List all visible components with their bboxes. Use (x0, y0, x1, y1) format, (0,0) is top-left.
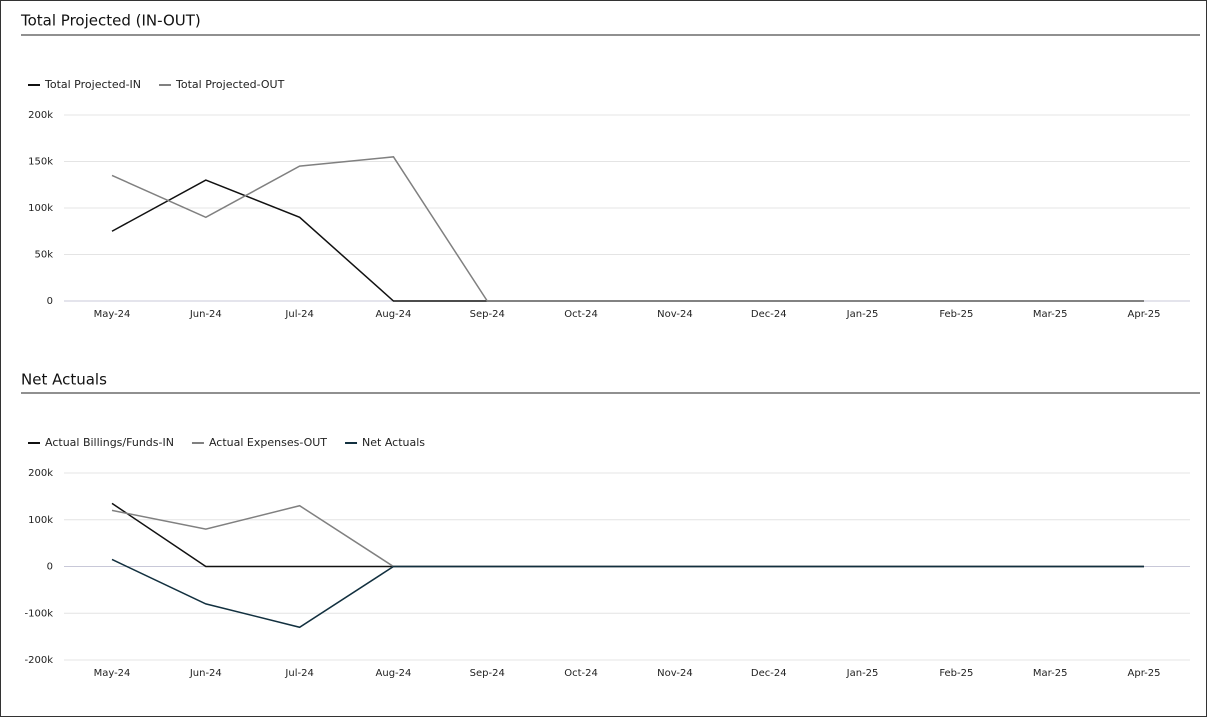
x-tick-label: Mar-25 (1033, 309, 1068, 320)
legend-label: Actual Billings/Funds-IN (45, 436, 174, 449)
x-tick-label: Feb-25 (939, 309, 973, 320)
legend-label: Total Projected-IN (44, 78, 141, 91)
x-tick-label: May-24 (94, 668, 131, 679)
x-tick-label: Nov-24 (657, 668, 693, 679)
x-tick-label: Jun-24 (189, 668, 222, 679)
x-tick-label: Apr-25 (1128, 668, 1161, 679)
x-tick-label: Jan-25 (846, 668, 879, 679)
y-tick-label: 100k (28, 203, 53, 214)
series-line (111, 504, 1144, 568)
y-tick-label: 150k (28, 157, 53, 168)
x-tick-label: Jul-24 (284, 668, 313, 679)
legend-label: Actual Expenses-OUT (209, 436, 327, 449)
y-tick-label: 200k (28, 468, 53, 479)
x-tick-label: Sep-24 (470, 668, 505, 679)
x-tick-label: Dec-24 (751, 309, 787, 320)
x-tick-label: Aug-24 (376, 309, 412, 320)
x-tick-label: Oct-24 (564, 309, 598, 320)
x-tick-label: Mar-25 (1033, 668, 1068, 679)
x-tick-label: Jun-24 (189, 309, 222, 320)
y-tick-label: 0 (47, 562, 53, 573)
x-tick-label: Apr-25 (1128, 309, 1161, 320)
legend-label: Net Actuals (362, 436, 425, 449)
y-tick-label: 200k (28, 110, 53, 121)
y-tick-label: -200k (25, 655, 54, 666)
x-tick-label: Nov-24 (657, 309, 693, 320)
y-tick-label: 0 (47, 296, 53, 307)
x-tick-label: Jan-25 (846, 309, 879, 320)
series-line (111, 156, 1144, 302)
x-tick-label: Aug-24 (376, 668, 412, 679)
y-tick-label: 100k (28, 515, 53, 526)
series-line (111, 502, 1144, 568)
chart-title: Net Actuals (21, 371, 107, 389)
y-tick-label: 50k (34, 250, 53, 261)
x-tick-label: Oct-24 (564, 668, 598, 679)
x-tick-label: Dec-24 (751, 668, 787, 679)
x-tick-label: Sep-24 (470, 309, 505, 320)
x-tick-label: Jul-24 (284, 309, 313, 320)
y-tick-label: -100k (25, 608, 54, 619)
series-line (111, 558, 1144, 629)
x-tick-label: May-24 (94, 309, 131, 320)
chart-title: Total Projected (IN-OUT) (20, 12, 201, 30)
legend-label: Total Projected-OUT (175, 78, 285, 91)
series-line (111, 179, 1144, 302)
x-tick-label: Feb-25 (939, 668, 973, 679)
